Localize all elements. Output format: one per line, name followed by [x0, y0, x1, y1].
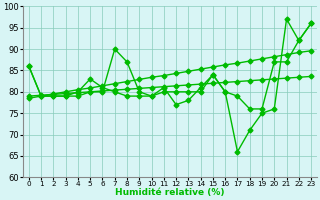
X-axis label: Humidité relative (%): Humidité relative (%) — [115, 188, 225, 197]
